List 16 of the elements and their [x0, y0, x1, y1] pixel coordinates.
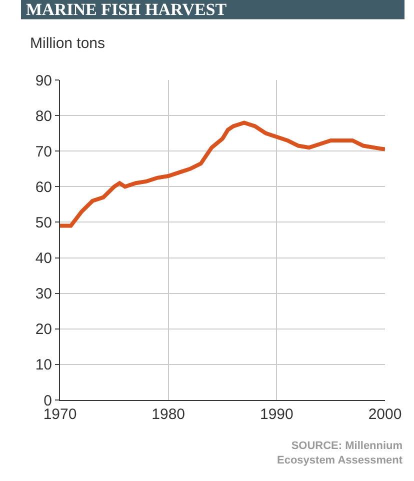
y-tick-label: 80: [35, 108, 52, 125]
y-tick-label: 50: [35, 214, 52, 232]
y-axis-title: Million tons: [30, 35, 106, 52]
x-tick-label: 1980: [152, 406, 186, 423]
chart-title: MARINE FISH HARVEST: [26, 0, 228, 19]
y-tick-label: 10: [35, 356, 52, 374]
x-tick-label: 2000: [368, 406, 402, 423]
y-tick-label: 40: [35, 250, 52, 268]
y-tick-label: 20: [35, 321, 52, 338]
x-tick-label: 1990: [260, 406, 294, 423]
y-tick-label: 30: [35, 286, 52, 303]
line-series: [60, 120, 385, 228]
y-tick-label: 90: [35, 72, 52, 90]
y-tick-label: 70: [35, 143, 52, 160]
y-tick-label: 60: [35, 178, 52, 196]
source-note: SOURCE: Millennium Ecosystem Assessment: [277, 440, 403, 466]
